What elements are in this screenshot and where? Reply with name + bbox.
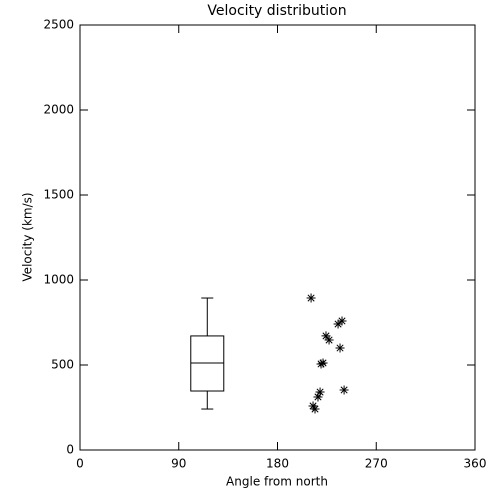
y-tick-label: 2000 <box>43 103 74 117</box>
y-tick-label: 500 <box>51 358 74 372</box>
y-tick-label: 1500 <box>43 188 74 202</box>
data-point <box>315 387 325 397</box>
box <box>190 335 225 392</box>
x-tick-label: 90 <box>171 457 186 471</box>
x-axis-label: Angle from north <box>226 475 328 489</box>
data-point <box>333 319 343 329</box>
data-point <box>337 316 347 326</box>
data-point <box>313 392 323 402</box>
data-point <box>308 401 318 411</box>
y-tick-label: 2500 <box>43 18 74 32</box>
x-tick-label: 0 <box>76 457 84 471</box>
data-point <box>321 331 331 341</box>
data-point <box>324 335 334 345</box>
y-axis-label: Velocity (km/s) <box>21 192 35 281</box>
x-tick-label: 270 <box>365 457 388 471</box>
data-point <box>339 385 349 395</box>
x-tick-label: 180 <box>266 457 289 471</box>
data-point <box>335 343 345 353</box>
y-tick-label: 1000 <box>43 273 74 287</box>
chart-title: Velocity distribution <box>207 3 346 19</box>
data-point <box>318 358 328 368</box>
data-point <box>316 359 326 369</box>
x-tick-label: 360 <box>464 457 487 471</box>
data-point <box>306 293 316 303</box>
y-tick-label: 0 <box>66 443 74 457</box>
data-point <box>310 404 320 414</box>
